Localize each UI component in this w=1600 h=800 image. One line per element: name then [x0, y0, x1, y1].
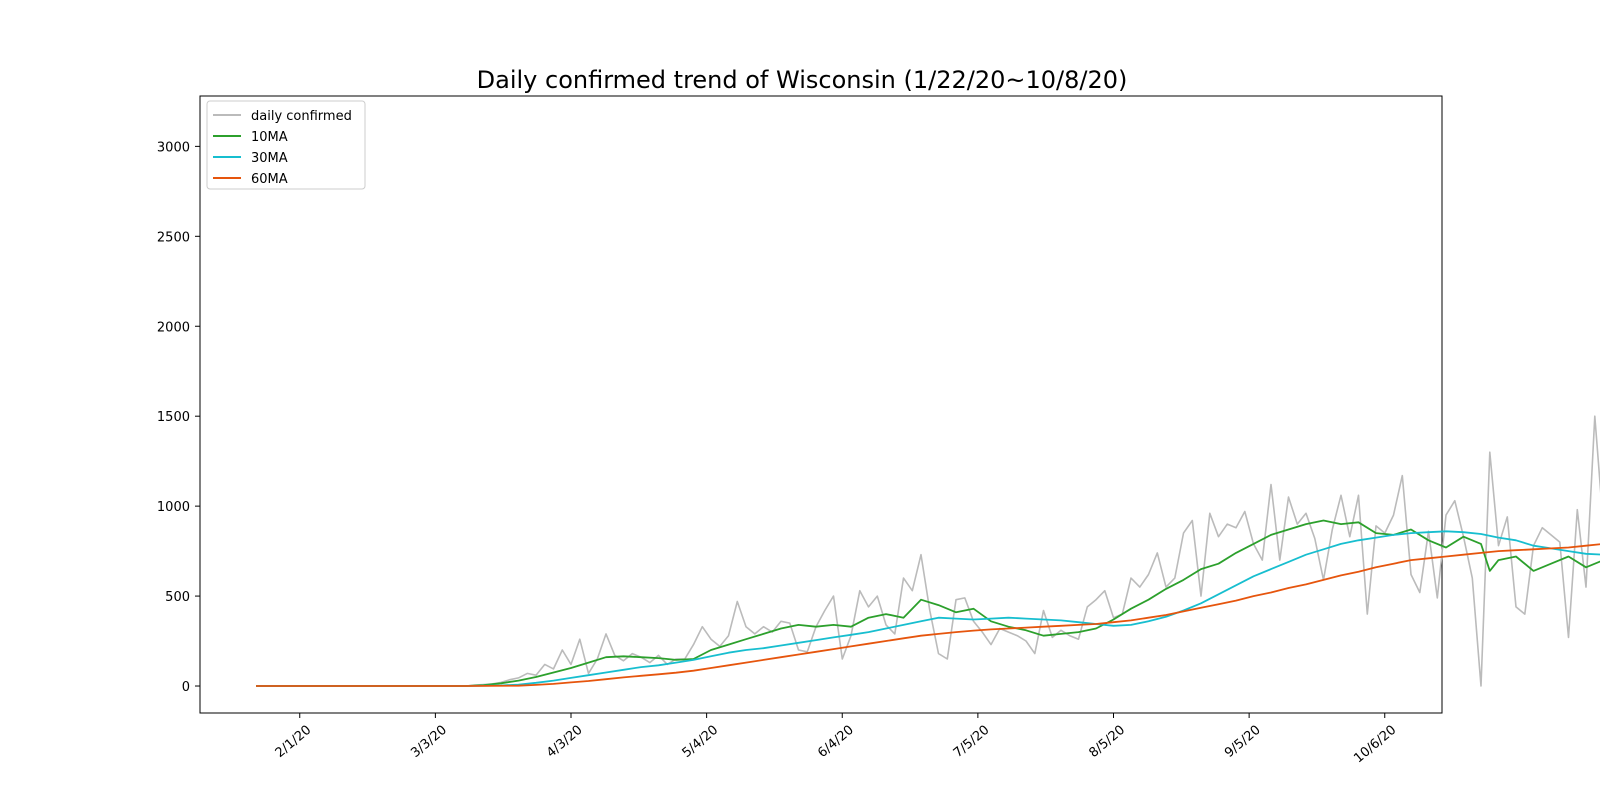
series-line-ma30 [256, 530, 1600, 687]
x-tick-label: 5/4/20 [680, 723, 722, 761]
legend-label: 30MA [251, 151, 288, 166]
legend: daily confirmed 10MA 30MA 60MA [206, 100, 366, 190]
y-tick-label: 0 [182, 680, 190, 695]
x-tick-label: 10/6/20 [1351, 723, 1399, 767]
series-line-ma10 [256, 519, 1600, 687]
x-tick-label: 4/3/20 [544, 723, 586, 761]
y-axis: 0 500 1000 1500 2000 2500 3000 [157, 140, 200, 695]
legend-label: daily confirmed [251, 109, 352, 124]
chart-title: Daily confirmed trend of Wisconsin (1/22… [477, 66, 1128, 94]
legend-label: 10MA [251, 130, 288, 145]
y-tick-label: 3000 [157, 140, 190, 155]
series-line-daily [256, 415, 1600, 687]
series-layer [256, 415, 1600, 687]
x-tick-label: 2/1/20 [273, 723, 315, 761]
y-tick-label: 1500 [157, 410, 190, 425]
legend-box [206, 100, 366, 190]
x-tick-label: 9/5/20 [1222, 723, 1264, 761]
legend-label: 60MA [251, 172, 288, 187]
y-tick-label: 1000 [157, 500, 190, 515]
x-tick-label: 7/5/20 [951, 723, 993, 761]
x-tick-label: 3/3/20 [408, 723, 450, 761]
y-tick-label: 2000 [157, 320, 190, 335]
x-tick-label: 8/5/20 [1086, 723, 1128, 761]
x-tick-label: 6/4/20 [815, 723, 857, 761]
plot-frame [199, 95, 1443, 714]
y-tick-label: 2500 [157, 230, 190, 245]
x-axis: 2/1/20 3/3/20 4/3/20 5/4/20 6/4/20 7/5/20 8/5/… [273, 713, 1399, 767]
y-tick-label: 500 [165, 590, 190, 605]
series-line-ma60 [256, 543, 1600, 687]
